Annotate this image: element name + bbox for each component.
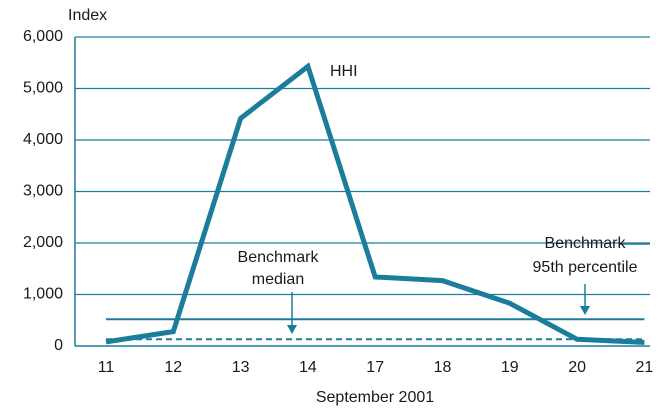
x-tick-label: 19 xyxy=(501,359,519,376)
x-tick-label: 17 xyxy=(366,359,384,376)
y-tick-label: 0 xyxy=(54,337,63,354)
arrow-head xyxy=(287,325,297,334)
arrow-head xyxy=(580,306,590,315)
x-tick-label: 11 xyxy=(98,359,115,376)
y-tick-label: 3,000 xyxy=(23,183,63,200)
y-tick-label: 5,000 xyxy=(23,80,63,97)
x-tick-label: 12 xyxy=(164,359,182,376)
y-tick-label: 6,000 xyxy=(23,28,63,45)
y-tick-label: 4,000 xyxy=(23,131,63,148)
y-tick-label: 2,000 xyxy=(23,234,63,251)
x-tick-label: 18 xyxy=(434,359,452,376)
y-axis-label: Index xyxy=(68,7,107,24)
y-tick-label: 1,000 xyxy=(23,286,63,303)
hhi-line xyxy=(105,62,645,345)
series-label: Benchmark xyxy=(545,235,627,252)
series-label: Benchmark xyxy=(238,249,320,266)
series-label: 95th percentile xyxy=(533,259,638,276)
series-label: HHI xyxy=(330,63,358,80)
x-tick-label: 20 xyxy=(568,359,586,376)
x-axis-label: September 2001 xyxy=(316,389,434,406)
x-tick-label: 21 xyxy=(636,359,654,376)
x-tick-label: 14 xyxy=(299,359,317,376)
x-tick-label: 13 xyxy=(232,359,250,376)
series-label: median xyxy=(252,271,304,288)
